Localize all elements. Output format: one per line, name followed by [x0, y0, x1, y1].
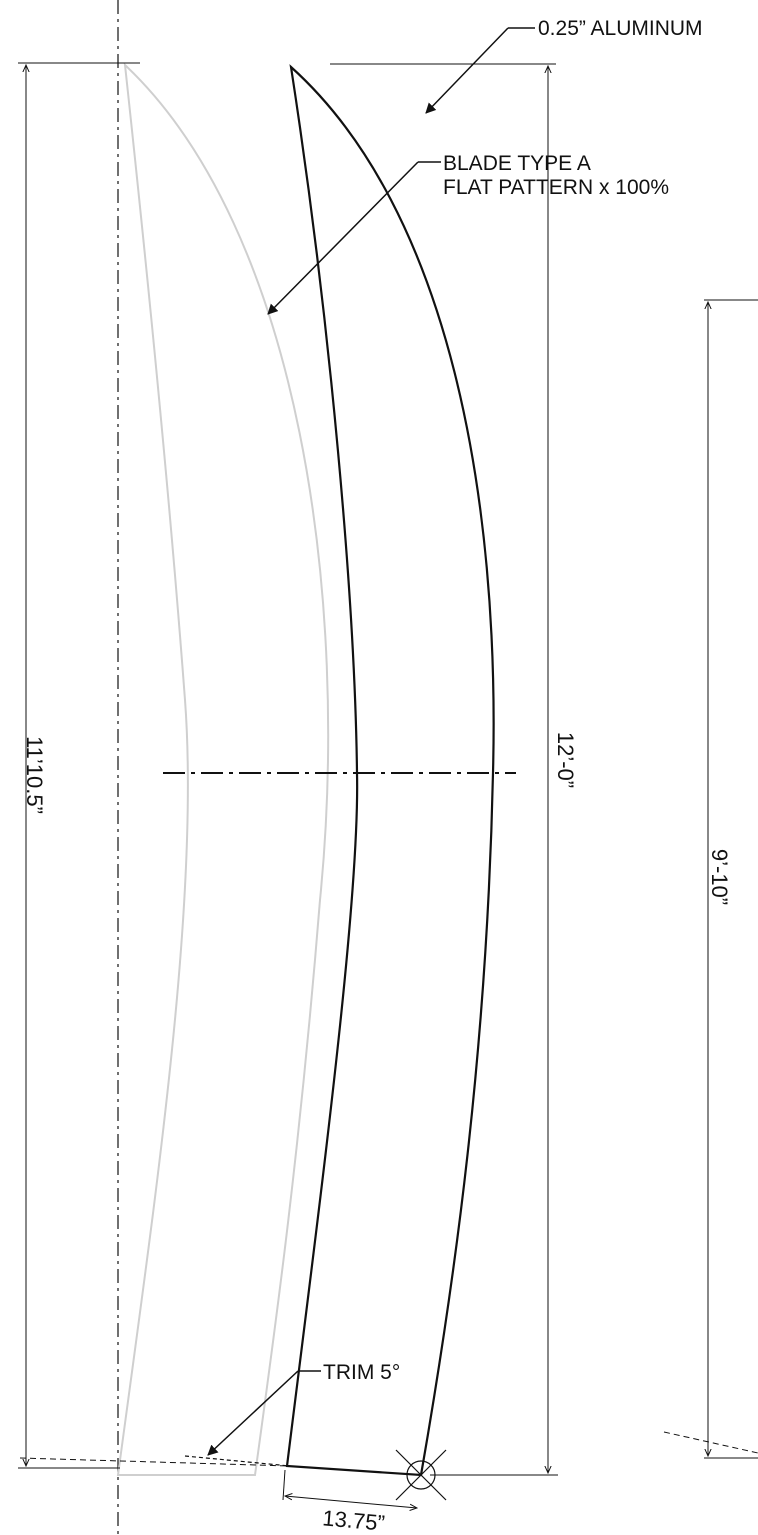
material-callout: 0.25” ALUMINUM [538, 17, 703, 40]
blade-callout-line1: BLADE TYPE A [443, 152, 591, 175]
overall-height-label: 11’10.5” [22, 736, 47, 814]
base-dim-line [285, 1496, 417, 1508]
base-dashed-trim [184, 1455, 291, 1467]
blade-outline [285, 64, 495, 1477]
base-dashed-left [19, 1457, 291, 1467]
material-leader-arrow [425, 27, 509, 114]
right-dashed-ref [663, 1431, 758, 1454]
ghost-blade-outline [116, 62, 330, 1476]
right-height-label: 9’-10” [707, 849, 732, 905]
blade-callout-line2: FLAT PATTERN x 100% [443, 176, 669, 199]
trim-callout: TRIM 5° [323, 1361, 400, 1384]
blade-callout-arrow [267, 161, 419, 315]
base-dim-ext-left [282, 1469, 286, 1501]
blade-height-label: 12’-0” [553, 732, 578, 788]
trim-callout-arrow [207, 1370, 299, 1456]
circle-crosshair-icon [395, 1449, 447, 1501]
base-width-label: 13.75” [321, 1505, 385, 1535]
